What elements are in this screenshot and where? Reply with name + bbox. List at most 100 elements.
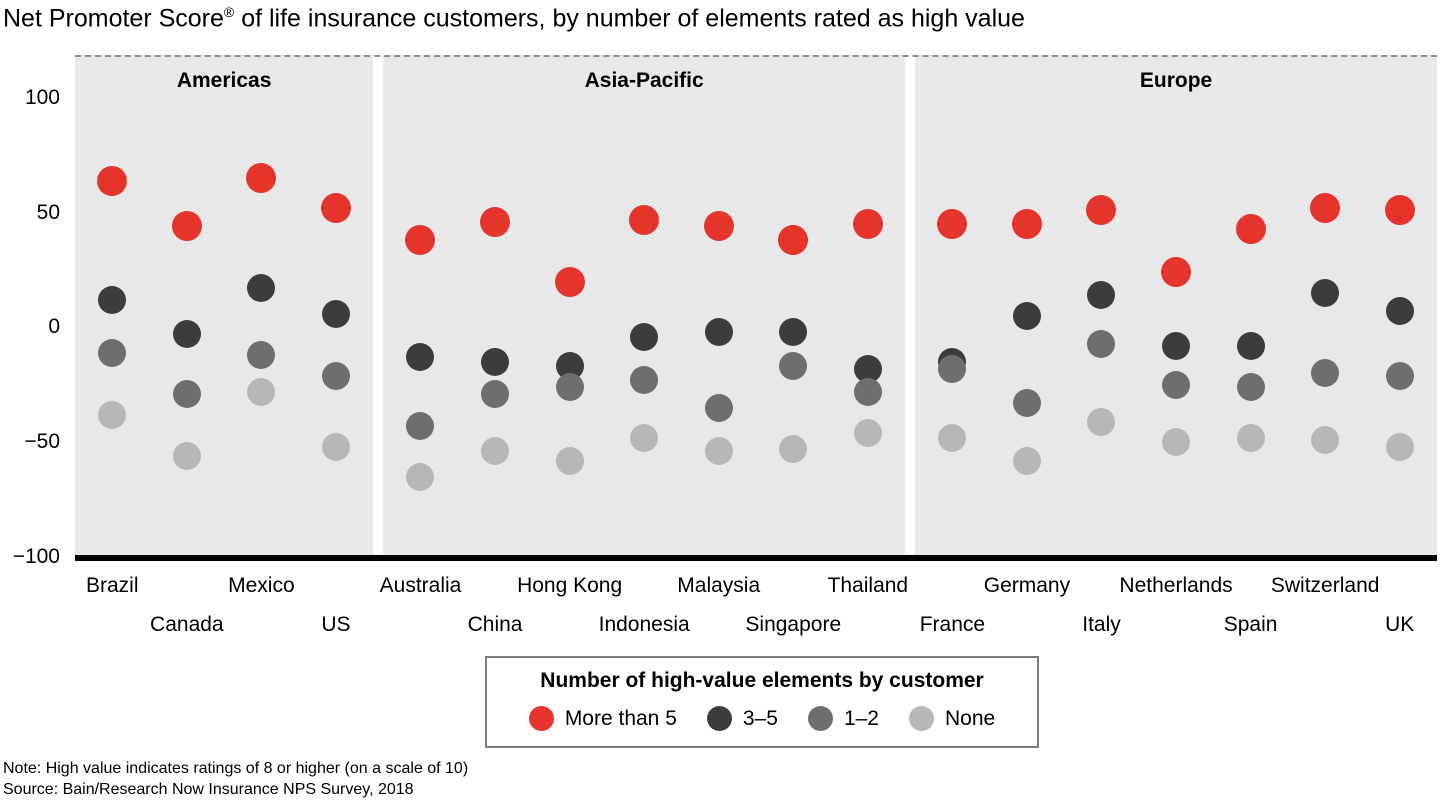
dot-netherlands-3-5 [1162,331,1191,360]
panel-asia-pacific: Asia-Pacific [383,55,906,557]
dot-netherlands-more-than-5 [1161,257,1192,288]
dot-brazil-3-5 [98,285,127,314]
dot-brazil-none [98,400,127,429]
country-label-singapore: Singapore [745,613,842,636]
dot-thailand-more-than-5 [852,209,883,240]
dot-us-3-5 [321,299,350,328]
country-label-spain: Spain [1223,613,1278,636]
country-label-germany: Germany [983,574,1071,597]
panel-europe: Europe [915,55,1437,557]
legend-item-label: None [944,706,996,730]
country-label-australia: Australia [379,574,462,597]
legend-items: More than 5 3–5 1–2 None [511,706,1013,731]
y-tick-label-0: 0 [48,315,60,339]
dot-singapore-3-5 [779,318,808,347]
legend-item-label: 1–2 [843,706,879,730]
dot-brazil-1-2 [98,338,127,367]
dot-indonesia-3-5 [630,322,659,351]
registered-trademark-symbol: ® [223,4,235,20]
dot-spain-1-2 [1236,373,1265,402]
dot-australia-3-5 [406,343,435,372]
dot-france-none [938,423,967,452]
panel-title-americas: Americas [176,69,272,92]
country-label-mexico: Mexico [228,574,295,597]
page-title-text: Net Promoter Score [3,4,224,33]
legend-dot-icon [706,706,732,731]
dot-switzerland-more-than-5 [1310,193,1341,224]
y-tick-label-100: 100 [24,85,60,109]
legend-item-none: None [908,706,996,731]
dot-us-1-2 [321,361,350,390]
dot-mexico-none [247,377,276,406]
country-label-italy: Italy [1082,613,1121,636]
chart-note: Note: High value indicates ratings of 8 … [3,760,469,777]
chart-area: Americas Asia-Pacific Europe Brazil Canada M… [0,55,1440,645]
dot-thailand-1-2 [853,377,882,406]
country-label-malaysia: Malaysia [677,574,761,597]
dot-italy-3-5 [1087,281,1116,310]
dot-canada-3-5 [172,320,201,349]
dot-france-more-than-5 [937,209,968,240]
dot-us-more-than-5 [320,193,351,224]
dot-uk-more-than-5 [1384,195,1415,226]
legend-item-more-than-5: More than 5 [528,706,677,731]
dot-malaysia-none [704,437,733,466]
page-title: Net Promoter Score® of life insurance cu… [3,4,1025,33]
dot-netherlands-none [1162,428,1191,457]
dot-netherlands-1-2 [1162,370,1191,399]
dot-malaysia-more-than-5 [703,211,734,242]
dot-australia-1-2 [406,412,435,441]
dot-indonesia-more-than-5 [629,204,660,235]
plot-panels: Americas Asia-Pacific Europe [75,55,1437,557]
dot-hong-kong-none [555,446,584,475]
legend-item-label: More than 5 [564,706,677,730]
dot-germany-none [1012,446,1041,475]
legend-dot-icon [528,706,554,731]
legend-item-1-2: 1–2 [807,706,879,731]
dot-mexico-1-2 [247,341,276,369]
dot-canada-none [172,442,201,470]
dot-canada-1-2 [172,380,201,409]
country-label-switzerland: Switzerland [1270,574,1380,597]
dot-canada-more-than-5 [171,211,202,242]
dot-thailand-none [853,419,882,448]
country-label-canada: Canada [150,613,224,636]
dot-mexico-3-5 [247,274,276,303]
country-label-indonesia: Indonesia [598,613,690,636]
dot-germany-1-2 [1012,389,1041,418]
dot-singapore-none [779,435,808,464]
dot-malaysia-1-2 [704,393,733,422]
panel-title-asia-pacific: Asia-Pacific [584,69,704,92]
chart-source: Source: Bain/Research Now Insurance NPS … [3,781,414,798]
dot-malaysia-3-5 [704,318,733,347]
legend-item-label: 3–5 [742,706,778,730]
y-tick-label-neg50: −50 [24,430,60,454]
dot-germany-more-than-5 [1011,209,1042,240]
dot-spain-3-5 [1236,331,1265,360]
dot-switzerland-1-2 [1311,359,1340,388]
x-axis-labels: Brazil Canada Mexico US Australia China Hong K… [75,562,1437,642]
panel-title-europe: Europe [1139,69,1213,92]
y-tick-label-neg100: −100 [12,545,60,568]
country-label-uk: UK [1385,613,1415,636]
legend-dot-icon [807,706,833,731]
dot-france-1-2 [938,354,967,383]
dot-spain-more-than-5 [1235,213,1266,244]
dot-germany-3-5 [1012,301,1041,330]
dot-uk-1-2 [1385,361,1414,390]
country-label-netherlands: Netherlands [1119,574,1233,597]
dot-china-none [481,437,510,466]
dot-china-more-than-5 [480,206,511,237]
country-label-hong-kong: Hong Kong [517,574,623,597]
dot-china-1-2 [481,380,510,409]
dot-australia-more-than-5 [405,225,436,256]
page-title-suffix: of life insurance customers, by number o… [234,4,1025,33]
dot-mexico-more-than-5 [246,163,277,194]
dot-italy-1-2 [1087,329,1116,358]
y-tick-label-50: 50 [36,200,60,224]
dot-switzerland-3-5 [1311,279,1340,308]
dot-italy-more-than-5 [1086,195,1117,226]
dot-uk-3-5 [1385,297,1414,326]
dot-indonesia-none [630,423,659,452]
